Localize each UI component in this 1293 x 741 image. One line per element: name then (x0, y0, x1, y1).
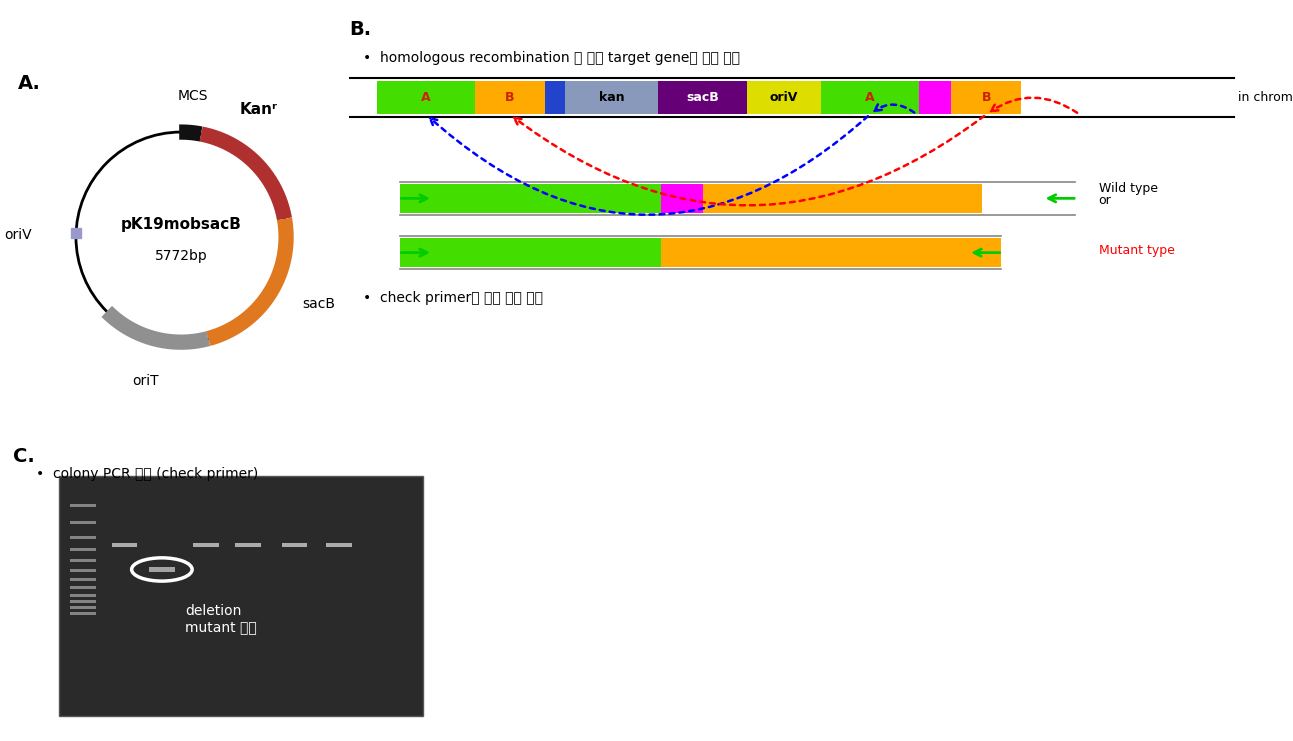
Bar (661, 184, 703, 213)
Text: or: or (1099, 194, 1111, 207)
Text: Kanʳ: Kanʳ (239, 102, 278, 117)
Text: Wild type: Wild type (1099, 182, 1157, 194)
Bar (70, 548, 96, 551)
Bar (565, 81, 658, 114)
Text: Mutant type: Mutant type (1099, 244, 1174, 256)
Text: deletion
mutant 확인: deletion mutant 확인 (185, 604, 257, 634)
Text: C.: C. (13, 447, 35, 466)
Bar (326, 542, 352, 548)
Bar (235, 542, 261, 548)
Bar (658, 81, 746, 114)
Bar (112, 542, 137, 548)
Bar (544, 81, 565, 114)
Bar (821, 81, 919, 114)
Text: MCS: MCS (177, 89, 208, 103)
Bar (70, 559, 96, 562)
Bar (401, 239, 661, 267)
Bar (703, 184, 983, 213)
Bar (70, 505, 96, 508)
Text: sacB: sacB (303, 297, 336, 311)
Bar (282, 542, 308, 548)
Bar (70, 599, 96, 602)
Text: oriT: oriT (132, 374, 159, 388)
Bar (70, 578, 96, 581)
Text: A: A (422, 91, 431, 104)
Bar (70, 586, 96, 589)
Text: B: B (981, 91, 992, 104)
Text: B: B (506, 91, 515, 104)
Text: oriV: oriV (4, 228, 32, 242)
Text: •  homologous recombination 를 통해 target gene의 삭제 유도: • homologous recombination 를 통해 target g… (363, 51, 740, 65)
Bar (70, 569, 96, 572)
Bar (70, 612, 96, 615)
Bar (70, 606, 96, 609)
Text: oriV: oriV (769, 91, 798, 104)
Bar (475, 81, 544, 114)
Bar (149, 568, 175, 571)
Bar (401, 184, 661, 213)
Bar (70, 522, 96, 525)
Bar (919, 81, 952, 114)
Bar (952, 81, 1021, 114)
Text: pK19mobsacB: pK19mobsacB (120, 217, 242, 232)
Bar (746, 81, 821, 114)
Text: •  check primer를 통해 최종 확인: • check primer를 통해 최종 확인 (363, 291, 543, 305)
Bar (70, 536, 96, 539)
Text: sacB: sacB (687, 91, 719, 104)
Text: •  colony PCR 결과 (check primer): • colony PCR 결과 (check primer) (36, 467, 259, 481)
Bar (661, 239, 1001, 267)
Bar (70, 594, 96, 597)
Bar (378, 81, 475, 114)
Bar (194, 542, 219, 548)
Text: kan: kan (599, 91, 625, 104)
Text: B.: B. (349, 20, 371, 39)
Text: A.: A. (18, 74, 41, 93)
Text: 5772bp: 5772bp (155, 249, 207, 263)
Bar (59, 476, 423, 717)
Text: in chromosome: in chromosome (1239, 91, 1293, 104)
Text: A: A (865, 91, 875, 104)
